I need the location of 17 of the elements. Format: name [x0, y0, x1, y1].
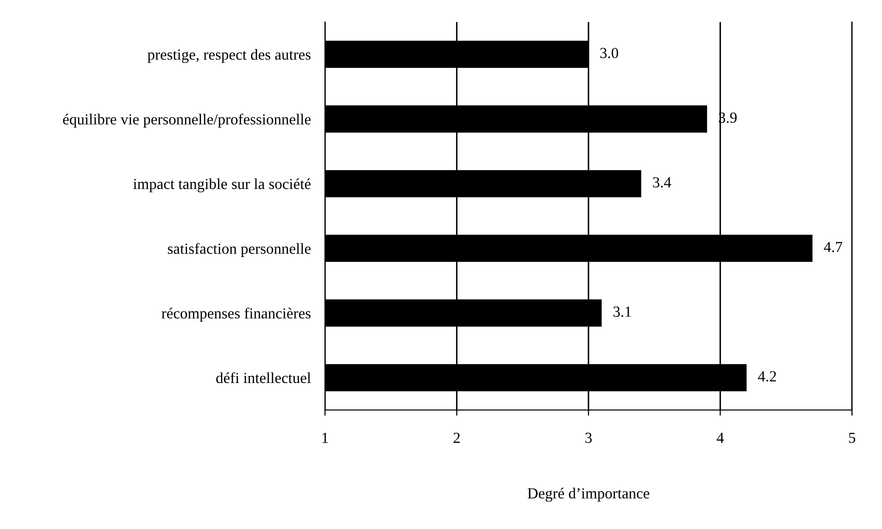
data-label: 3.1 [614, 306, 631, 317]
data-label: 4.7 [824, 242, 842, 252]
x-tick-label: 3 [585, 432, 592, 443]
x-axis-title: Degré d’importance [528, 488, 650, 502]
x-tick-label: 1 [322, 432, 328, 443]
data-label: 4.2 [758, 371, 776, 382]
y-tick-label: équilibre vie personnelle/professionnelle [63, 114, 311, 128]
y-tick-label: récompenses financières [162, 308, 311, 322]
x-tick-label: 5 [849, 432, 856, 443]
y-tick-label: prestige, respect des autres [148, 49, 311, 63]
y-tick-label: impact tangible sur la société [133, 178, 311, 192]
y-tick-label: défi intellectuel [216, 372, 311, 384]
data-label: 3.4 [653, 177, 672, 188]
x-tick-label: 2 [454, 432, 460, 443]
data-label: 3.0 [600, 48, 618, 58]
x-tick-label: 4 [716, 432, 724, 443]
y-tick-label: satisfaction personnelle [168, 242, 311, 257]
